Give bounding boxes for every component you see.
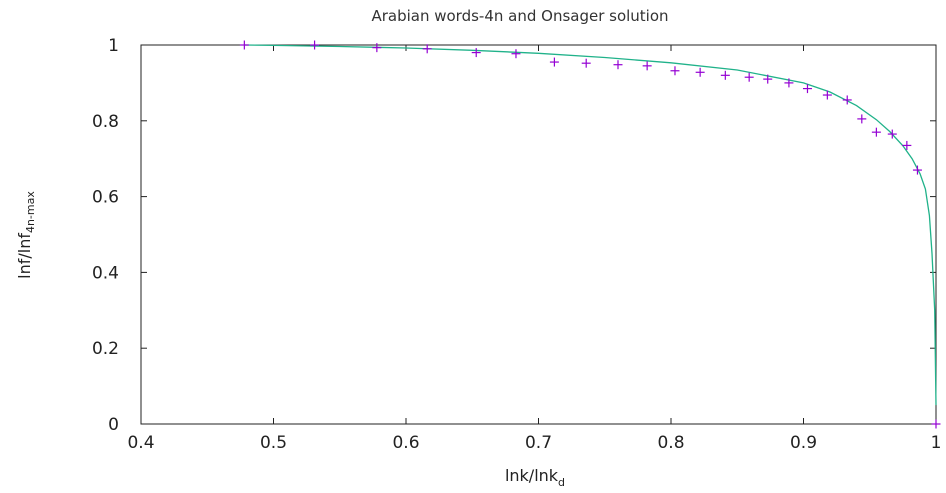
y-axis-label-main: lnf/lnf: [15, 233, 34, 279]
data-point: [822, 90, 832, 100]
data-point: [720, 70, 730, 80]
y-axis: 0 0.2 0.4 0.6 0.8 1: [92, 36, 936, 435]
data-point: [549, 57, 559, 67]
chart-title: Arabian words-4n and Onsager solution: [371, 7, 668, 25]
data-point: [471, 48, 481, 58]
data-point: [871, 127, 881, 137]
data-point: [842, 95, 852, 105]
data-point: [902, 140, 912, 150]
y-tick-label: 0.8: [92, 112, 119, 132]
x-tick-label: 0.4: [127, 433, 154, 453]
data-point: [802, 84, 812, 94]
data-point: [912, 165, 922, 175]
y-tick-label: 0.2: [92, 339, 119, 359]
data-point: [239, 40, 249, 50]
x-tick-label: 0.5: [260, 433, 287, 453]
data-point: [695, 67, 705, 77]
data-point: [931, 419, 941, 429]
y-tick-label: 0: [108, 415, 119, 435]
data-point: [857, 114, 867, 124]
data-point: [784, 78, 794, 88]
y-tick-label: 0.4: [92, 263, 119, 283]
y-axis-label: lnf/lnf4n-max: [15, 191, 37, 279]
y-axis-label-sub: 4n-max: [24, 191, 37, 233]
x-axis-label-sub: d: [558, 476, 565, 489]
data-point: [887, 129, 897, 139]
data-point: [581, 58, 591, 68]
plot-area: [239, 40, 941, 429]
onsager-curve: [244, 44, 937, 406]
y-tick-label: 0.6: [92, 188, 119, 208]
y-tick-label: 1: [108, 36, 119, 56]
data-point: [744, 72, 754, 82]
data-point: [763, 74, 773, 84]
data-point: [511, 49, 521, 59]
x-tick-label: 0.8: [657, 433, 684, 453]
data-point: [310, 40, 320, 50]
data-point: [372, 43, 382, 53]
x-axis-label: lnk/lnkd: [505, 466, 565, 489]
plot-frame: [140, 44, 937, 425]
x-tick-label: 1: [931, 433, 942, 453]
x-tick-label: 0.7: [525, 433, 552, 453]
x-tick-label: 0.9: [790, 433, 817, 453]
data-point: [670, 66, 680, 76]
data-point: [642, 61, 652, 71]
data-point: [422, 44, 432, 54]
x-axis: 0.4 0.5 0.6 0.7 0.8 0.9 1: [127, 45, 941, 453]
x-tick-label: 0.6: [392, 433, 419, 453]
x-axis-label-main: lnk/lnk: [505, 466, 559, 485]
data-point: [613, 60, 623, 70]
